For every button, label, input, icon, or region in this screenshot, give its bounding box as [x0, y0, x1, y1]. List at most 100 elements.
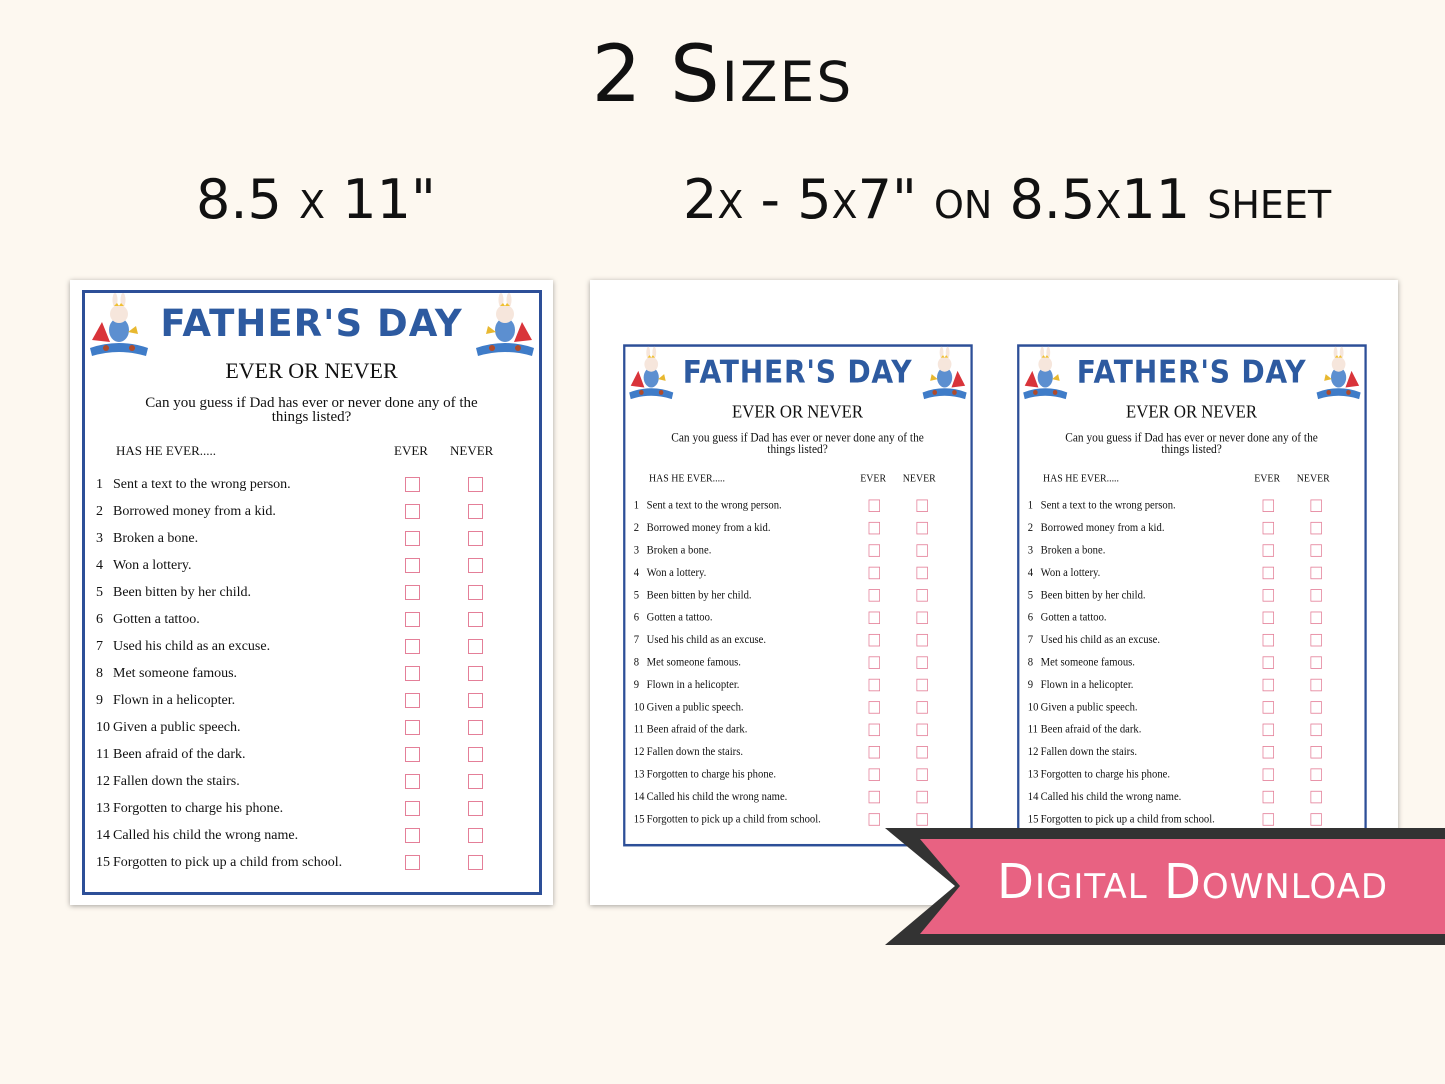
ever-checkbox[interactable]: [868, 746, 880, 759]
never-checkbox[interactable]: [1310, 521, 1322, 535]
never-checkbox[interactable]: [468, 558, 483, 573]
never-checkbox[interactable]: [1310, 499, 1322, 512]
ever-checkbox[interactable]: [868, 701, 880, 714]
ever-checkbox[interactable]: [868, 499, 880, 512]
never-checkbox[interactable]: [468, 801, 483, 816]
column-prompt: HAS HE EVER.....: [116, 443, 217, 458]
never-checkbox[interactable]: [916, 678, 928, 692]
ever-checkbox[interactable]: [1262, 589, 1274, 602]
ever-checkbox[interactable]: [405, 504, 420, 519]
never-checkbox[interactable]: [468, 693, 483, 708]
ever-checkbox[interactable]: [405, 855, 420, 870]
worksheet-border: [82, 290, 542, 895]
never-checkbox[interactable]: [1310, 701, 1322, 714]
ever-checkbox[interactable]: [405, 666, 420, 681]
ever-checkbox[interactable]: [405, 801, 420, 816]
ever-checkbox[interactable]: [868, 678, 880, 692]
ever-checkbox[interactable]: [405, 585, 420, 600]
ever-checkbox[interactable]: [1262, 633, 1274, 647]
never-checkbox[interactable]: [1310, 633, 1322, 647]
never-checkbox[interactable]: [916, 589, 928, 602]
ever-checkbox[interactable]: [868, 544, 880, 557]
never-checkbox[interactable]: [1310, 656, 1322, 669]
ever-checkbox[interactable]: [1262, 611, 1274, 625]
never-checkbox[interactable]: [468, 855, 483, 870]
never-checkbox[interactable]: [1310, 611, 1322, 625]
never-checkbox[interactable]: [468, 612, 483, 627]
ever-checkbox[interactable]: [405, 531, 420, 546]
never-checkbox[interactable]: [468, 504, 483, 519]
never-checkbox[interactable]: [1310, 678, 1322, 692]
never-checkbox[interactable]: [468, 774, 483, 789]
never-checkbox[interactable]: [468, 477, 483, 492]
never-checkbox[interactable]: [468, 666, 483, 681]
never-checkbox[interactable]: [1310, 790, 1322, 804]
ever-checkbox[interactable]: [405, 747, 420, 762]
item-number: 14: [1027, 790, 1039, 804]
ever-checkbox[interactable]: [405, 774, 420, 789]
list-item: 2 Borrowed money from a kid.: [614, 521, 981, 539]
ever-checkbox[interactable]: [1262, 521, 1274, 535]
never-checkbox[interactable]: [916, 813, 928, 826]
never-checkbox[interactable]: [916, 723, 928, 737]
never-checkbox[interactable]: [916, 521, 928, 535]
ever-checkbox[interactable]: [1262, 723, 1274, 737]
never-checkbox[interactable]: [468, 585, 483, 600]
never-checkbox[interactable]: [1310, 768, 1322, 781]
never-checkbox[interactable]: [916, 656, 928, 669]
ever-checkbox[interactable]: [868, 611, 880, 625]
ever-checkbox[interactable]: [405, 693, 420, 708]
ever-checkbox[interactable]: [405, 477, 420, 492]
item-number: 2: [96, 504, 103, 519]
ever-checkbox[interactable]: [868, 723, 880, 737]
never-checkbox[interactable]: [468, 639, 483, 654]
item-text: Won a lottery.: [113, 558, 192, 573]
item-number: 9: [1027, 678, 1034, 692]
never-checkbox[interactable]: [916, 566, 928, 580]
ever-checkbox[interactable]: [405, 720, 420, 735]
item-number: 11: [633, 723, 645, 737]
never-checkbox[interactable]: [468, 828, 483, 843]
ever-checkbox[interactable]: [868, 633, 880, 647]
never-checkbox[interactable]: [916, 611, 928, 625]
ever-checkbox[interactable]: [868, 768, 880, 781]
ever-checkbox[interactable]: [405, 639, 420, 654]
ever-checkbox[interactable]: [1262, 813, 1274, 826]
never-checkbox[interactable]: [1310, 544, 1322, 557]
never-checkbox[interactable]: [916, 768, 928, 781]
never-checkbox[interactable]: [916, 790, 928, 804]
never-checkbox[interactable]: [916, 499, 928, 512]
ever-checkbox[interactable]: [868, 813, 880, 826]
ever-checkbox[interactable]: [405, 612, 420, 627]
ever-checkbox[interactable]: [1262, 768, 1274, 781]
ever-checkbox[interactable]: [868, 790, 880, 804]
never-checkbox[interactable]: [1310, 589, 1322, 602]
ever-checkbox[interactable]: [1262, 566, 1274, 580]
ever-checkbox[interactable]: [868, 656, 880, 669]
never-checkbox[interactable]: [916, 544, 928, 557]
ever-checkbox[interactable]: [868, 521, 880, 535]
never-checkbox[interactable]: [468, 747, 483, 762]
ever-checkbox[interactable]: [1262, 499, 1274, 512]
never-checkbox[interactable]: [468, 531, 483, 546]
never-checkbox[interactable]: [1310, 566, 1322, 580]
item-number: 1: [633, 499, 640, 512]
ever-checkbox[interactable]: [868, 566, 880, 580]
never-checkbox[interactable]: [916, 701, 928, 714]
ever-checkbox[interactable]: [1262, 544, 1274, 557]
never-checkbox[interactable]: [468, 720, 483, 735]
never-checkbox[interactable]: [916, 746, 928, 759]
never-checkbox[interactable]: [1310, 813, 1322, 826]
item-text: Been bitten by her child.: [646, 589, 752, 602]
never-checkbox[interactable]: [1310, 723, 1322, 737]
ever-checkbox[interactable]: [405, 828, 420, 843]
ever-checkbox[interactable]: [1262, 790, 1274, 804]
never-checkbox[interactable]: [916, 633, 928, 647]
ever-checkbox[interactable]: [405, 558, 420, 573]
ever-checkbox[interactable]: [868, 589, 880, 602]
ever-checkbox[interactable]: [1262, 678, 1274, 692]
ever-checkbox[interactable]: [1262, 656, 1274, 669]
ever-checkbox[interactable]: [1262, 746, 1274, 759]
ever-checkbox[interactable]: [1262, 701, 1274, 714]
never-checkbox[interactable]: [1310, 746, 1322, 759]
